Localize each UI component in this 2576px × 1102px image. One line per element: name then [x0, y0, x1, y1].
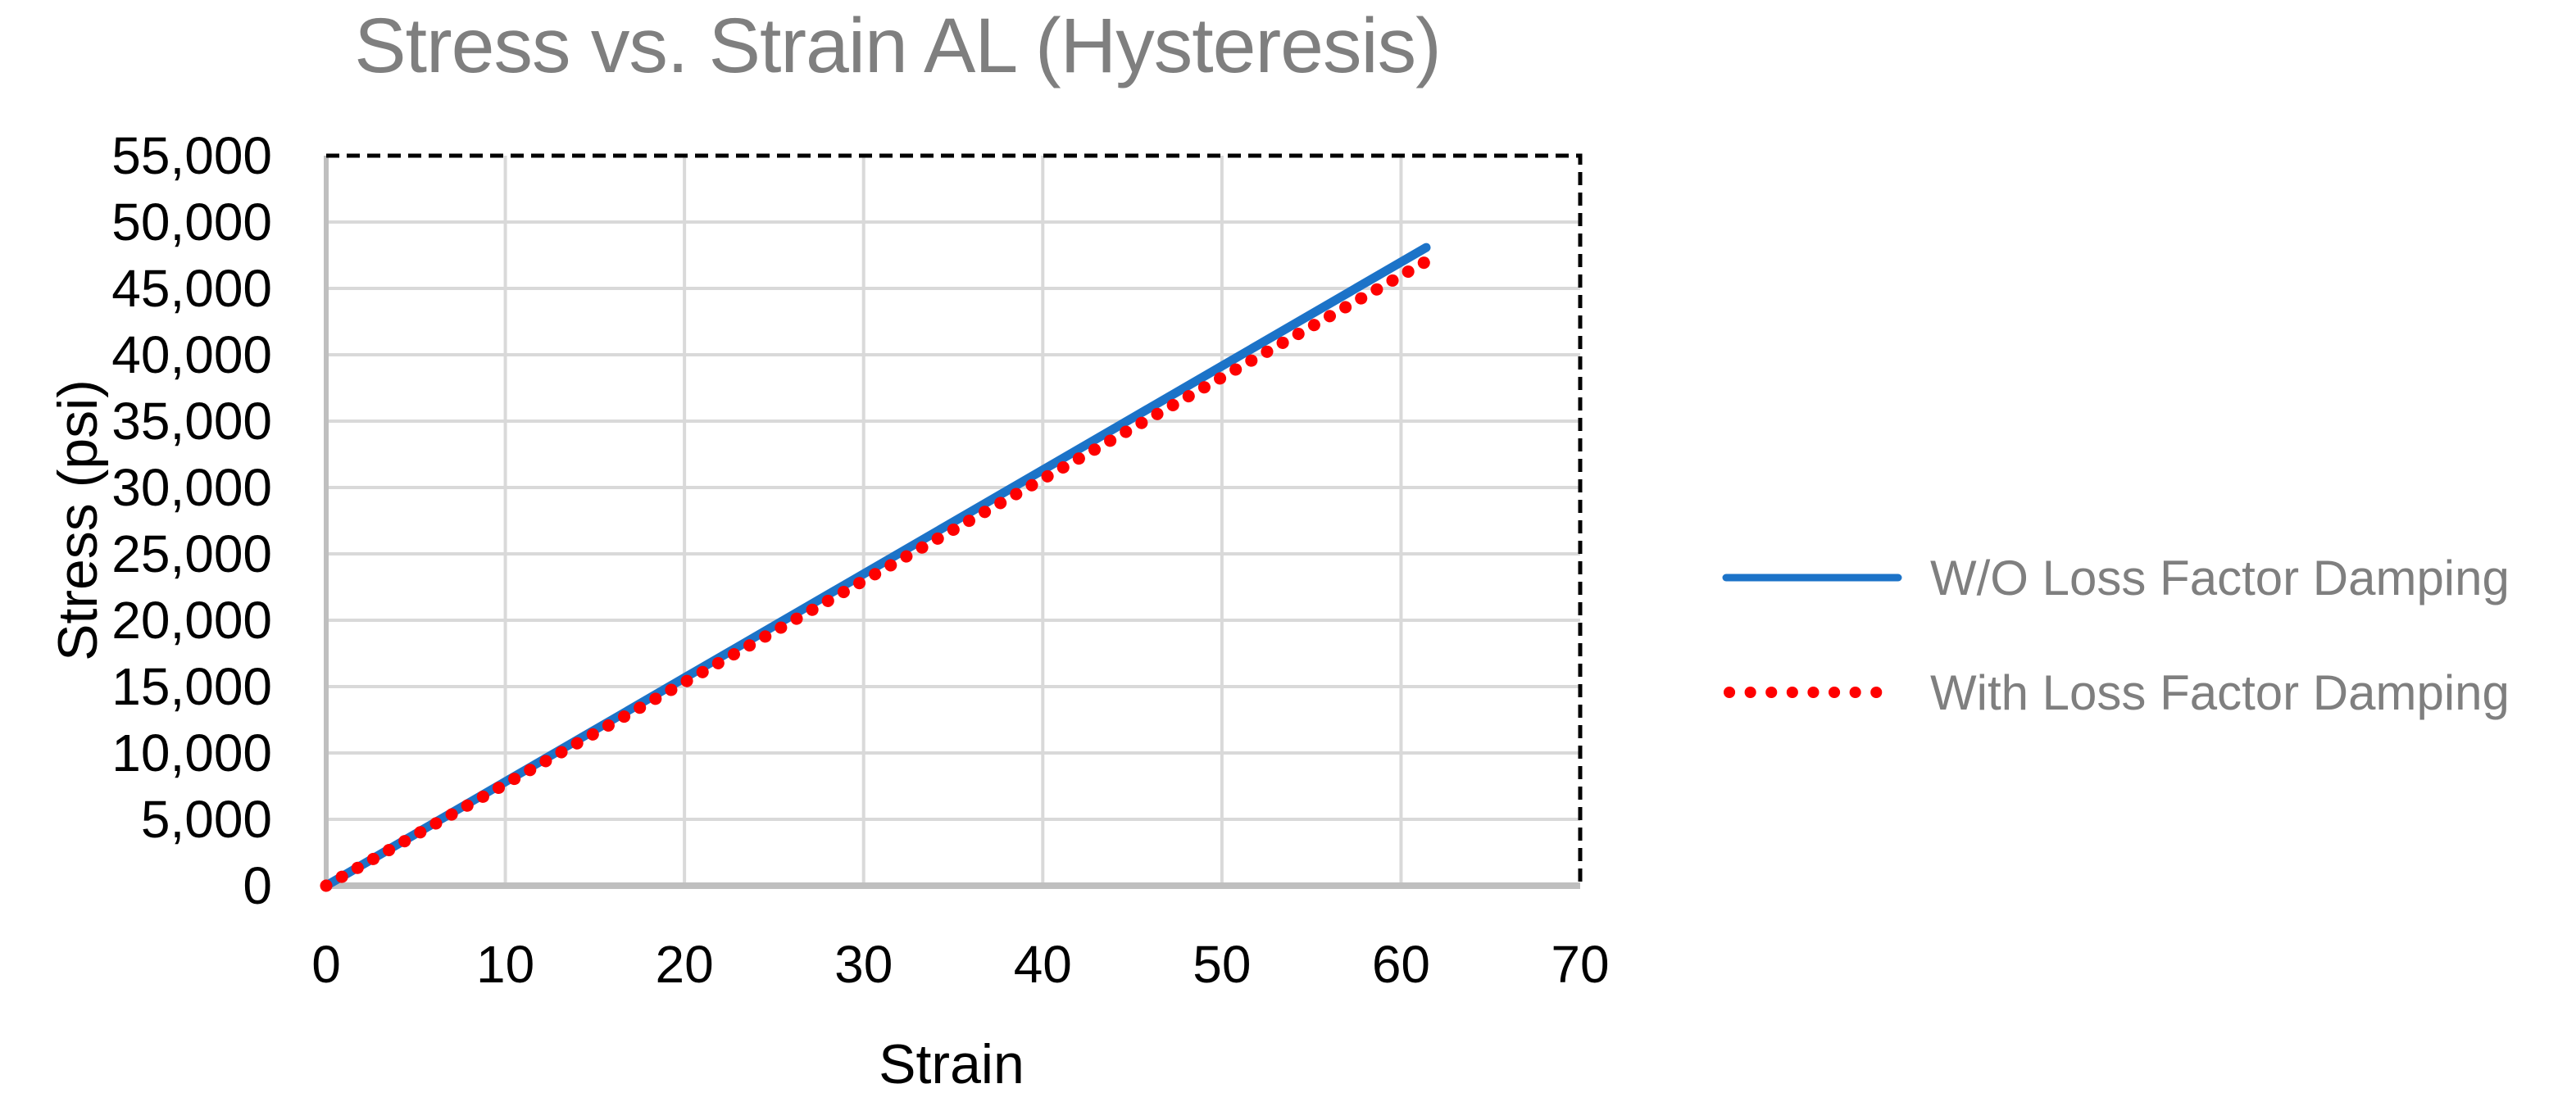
x-tick-label: 30: [834, 935, 893, 994]
legend-label-with-loss-factor-damping: With Loss Factor Damping: [1930, 664, 2510, 720]
y-tick-label: 20,000: [111, 591, 272, 650]
chart-title: Stress vs. Strain AL (Hysteresis): [354, 2, 1441, 89]
y-tick-label: 25,000: [111, 524, 272, 583]
y-tick-label: 5,000: [140, 790, 272, 849]
y-tick-label: 45,000: [111, 259, 272, 318]
y-tick-label: 50,000: [111, 193, 272, 252]
x-axis-title: Strain: [879, 1033, 1024, 1095]
series-line-1: [320, 252, 1438, 892]
x-tick-label: 20: [655, 935, 714, 994]
x-tick-label: 50: [1193, 935, 1252, 994]
legend-item-with-loss-factor-damping: With Loss Factor Damping: [1721, 660, 2510, 725]
x-tick-label: 10: [475, 935, 535, 994]
plot-border-dashed: [326, 153, 1583, 886]
x-tick-label: 60: [1371, 935, 1431, 994]
legend-solid-line-sample-icon: [1722, 574, 1902, 582]
y-tick-label: 0: [243, 856, 272, 915]
x-tick-label: 40: [1013, 935, 1072, 994]
legend-dotted-line-sample-icon: [1724, 687, 1902, 698]
y-tick-label: 10,000: [111, 723, 272, 782]
y-tick-label: 55,000: [111, 126, 272, 185]
series-line-0: [321, 243, 1431, 891]
legend-label-wo-loss-factor-damping: W/O Loss Factor Damping: [1930, 550, 2510, 605]
legend-item-wo-loss-factor-damping: W/O Loss Factor Damping: [1721, 545, 2510, 610]
y-tick-label: 40,000: [111, 325, 272, 384]
x-tick-label: 0: [311, 935, 341, 994]
legend: W/O Loss Factor Damping With Loss Factor…: [1721, 545, 2510, 725]
y-tick-label: 35,000: [111, 392, 272, 451]
y-tick-label: 30,000: [111, 458, 272, 517]
x-tick-label: 70: [1551, 935, 1610, 994]
y-axis-title: Stress (psi): [47, 379, 109, 661]
y-tick-label: 15,000: [111, 657, 272, 716]
